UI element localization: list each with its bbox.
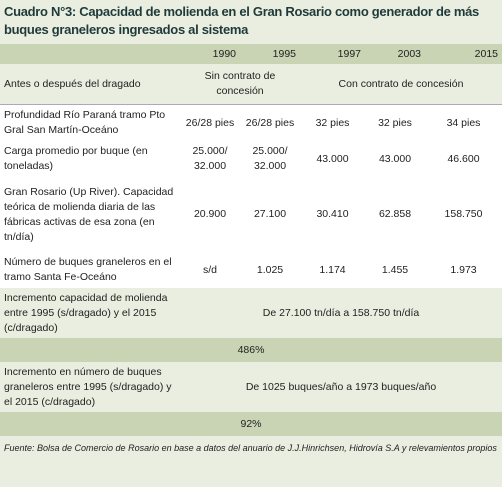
value: 25.000/ 32.000	[240, 141, 300, 177]
group: Sin contrato de concesión	[180, 64, 300, 105]
value: 30.410	[300, 177, 365, 252]
year: 1995	[240, 44, 300, 64]
value: 1.455	[365, 252, 425, 288]
blank	[0, 44, 180, 64]
value: 62.858	[365, 177, 425, 252]
value: 1.174	[300, 252, 365, 288]
year-row: 1990 1995 1997 2003 2015	[0, 44, 502, 64]
group-label: Antes o después del dragado	[0, 64, 180, 105]
increment-text: De 27.100 tn/día a 158.750 tn/día	[262, 306, 420, 319]
row-label: Gran Rosario (Up River). Capacidad teóri…	[0, 177, 180, 252]
row-label: Carga promedio por buque (en toneladas)	[0, 141, 180, 177]
value: 25.000/ 32.000	[180, 141, 240, 177]
value: 158.750	[425, 177, 502, 252]
data-row: Profundidad Río Paraná tramo Pto Gral Sa…	[0, 104, 502, 141]
increment-row: Incremento capacidad de molienda entre 1…	[0, 288, 502, 338]
increment-text: De 1025 buques/año a 1973 buques/año	[245, 380, 437, 393]
year: 1990	[180, 44, 240, 64]
source: Fuente: Bolsa de Comercio de Rosario en …	[4, 443, 497, 453]
year: 2003	[365, 44, 425, 64]
value: 43.000	[300, 141, 365, 177]
data-row: Carga promedio por buque (en toneladas) 2…	[0, 141, 502, 177]
increment-result: 92%	[0, 412, 502, 436]
increment-label: Incremento en número de buques granelero…	[4, 365, 172, 408]
group: Con contrato de concesión	[300, 64, 502, 105]
increment-row: Incremento en número de buques granelero…	[0, 362, 502, 412]
value: 26/28 pies	[180, 104, 240, 141]
result-row: 486%	[0, 338, 502, 362]
value: 20.900	[180, 177, 240, 252]
value: s/d	[180, 252, 240, 288]
group-row: Antes o después del dragado Sin contrato …	[0, 64, 502, 105]
result-row: 92%	[0, 412, 502, 436]
value: 26/28 pies	[240, 104, 300, 141]
title: Cuadro N°3: Capacidad de molienda en el …	[4, 4, 479, 37]
increment-label: Incremento capacidad de molienda entre 1…	[4, 291, 168, 334]
value: 1.973	[425, 252, 502, 288]
year: 1997	[300, 44, 365, 64]
value: 46.600	[425, 141, 502, 177]
increment-result: 486%	[0, 338, 502, 362]
data-row: Gran Rosario (Up River). Capacidad teóri…	[0, 177, 502, 252]
value: 32 pies	[365, 104, 425, 141]
value: 1.025	[240, 252, 300, 288]
row-label: Profundidad Río Paraná tramo Pto Gral Sa…	[0, 104, 180, 141]
row-label: Número de buques graneleros en el tramo …	[0, 252, 180, 288]
data-row: Número de buques graneleros en el tramo …	[0, 252, 502, 288]
year: 2015	[425, 44, 502, 64]
value: 27.100	[240, 177, 300, 252]
value: 34 pies	[425, 104, 502, 141]
table: 1990 1995 1997 2003 2015 Antes o después del …	[0, 44, 502, 436]
value: 32 pies	[300, 104, 365, 141]
value: 43.000	[365, 141, 425, 177]
